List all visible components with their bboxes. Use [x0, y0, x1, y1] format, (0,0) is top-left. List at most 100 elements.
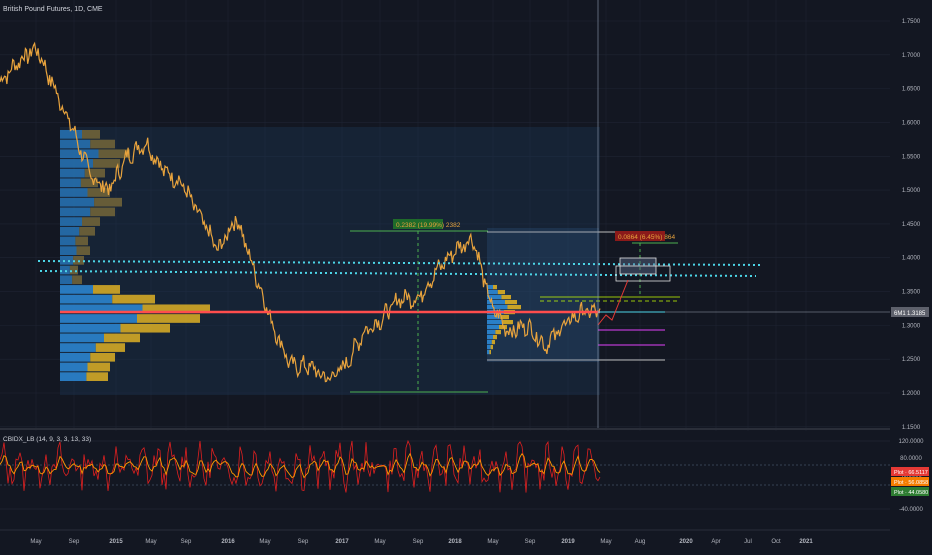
- measure-label-left-bg: [393, 219, 443, 229]
- volume-bar-buy: [60, 217, 82, 226]
- volume-bar-buy: [487, 330, 496, 335]
- volume-bar-sell: [489, 350, 491, 355]
- volume-bar-buy: [487, 285, 493, 290]
- volume-bar-sell: [98, 149, 130, 159]
- volume-bar-buy: [60, 246, 77, 255]
- volume-bar-buy: [487, 335, 493, 340]
- volume-bar-sell: [84, 168, 105, 178]
- volume-bar-buy: [60, 130, 82, 139]
- volume-bar-sell: [93, 159, 120, 168]
- volume-bar-sell: [495, 330, 501, 335]
- volume-bar-buy: [60, 372, 87, 381]
- volume-bar-sell: [142, 304, 210, 314]
- volume-bar-buy: [60, 343, 96, 352]
- volume-bar-buy: [487, 315, 501, 320]
- indicator-value-badge: [891, 487, 929, 496]
- current-price-value: 1.3185: [907, 311, 926, 317]
- price-tick-label: 1.5000: [902, 188, 921, 194]
- volume-bar-buy: [487, 300, 505, 305]
- time-tick-label: May: [30, 539, 41, 545]
- time-tick-label: 2019: [561, 539, 575, 545]
- indicator-orange-line[interactable]: [0, 452, 601, 479]
- price-tick-label: 1.2000: [902, 391, 921, 397]
- price-axis-ticks: 1.7500 1.7000 1.6500 1.6000 1.5500 1.5000 1.45…: [902, 19, 921, 431]
- current-price-symbol: 6M1: [894, 311, 906, 317]
- dotted-lower-line[interactable]: [39, 270, 757, 277]
- volume-bar-sell: [86, 372, 108, 381]
- indicator-red-line[interactable]: [0, 439, 601, 493]
- indicator-badges: Plot · 66.5117 Plot · 56.0858 Plot · 44.05…: [891, 467, 929, 496]
- volume-bar-buy: [60, 236, 76, 246]
- time-tick-label: 2015: [109, 539, 123, 545]
- indicator-badge-text: Plot · 44.0580: [894, 490, 928, 496]
- time-tick-label: 2020: [679, 539, 693, 545]
- volume-bar-sell: [500, 315, 509, 320]
- volume-bar-sell: [505, 300, 517, 305]
- volume-bar-sell: [69, 265, 78, 275]
- time-axis[interactable]: May Sep 2015 May Sep 2016 May Sep 2017 May Sep 2018…: [30, 539, 813, 545]
- volume-bar-sell: [493, 335, 497, 340]
- price-tick-label: 1.4000: [902, 256, 921, 262]
- time-tick-label: Sep: [69, 539, 80, 545]
- price-tick-label: 1.7000: [902, 53, 921, 59]
- main-pane[interactable]: [0, 0, 890, 428]
- price-tick-label: 1.6500: [902, 87, 921, 93]
- measure-label-left: 0.2382 (19.99%) 2382: [396, 222, 461, 229]
- price-tick-label: 1.2500: [902, 357, 921, 363]
- volume-bar-buy: [60, 188, 88, 197]
- time-tick-label: Sep: [298, 539, 309, 545]
- volume-bar-sell: [497, 290, 505, 295]
- volume-bar-buy: [60, 265, 70, 275]
- indicator-badge-text: Plot · 56.0858: [894, 480, 928, 486]
- volume-bar-sell: [90, 139, 115, 149]
- volume-bar-sell: [137, 314, 200, 323]
- time-tick-label: 2021: [799, 539, 813, 545]
- volume-bar-sell: [87, 188, 110, 197]
- volume-bar-sell: [493, 285, 497, 290]
- chart-title: British Pound Futures, 1D, CME: [3, 6, 103, 13]
- price-tick-label: 1.3000: [902, 323, 921, 329]
- volume-bar-sell: [120, 323, 170, 333]
- indicator-tick-label: 80.0000: [900, 456, 922, 462]
- price-tick-label: 1.1500: [902, 425, 921, 431]
- volume-bar-sell: [90, 352, 115, 362]
- time-tick-label: May: [259, 539, 270, 545]
- volume-bar-buy: [60, 362, 88, 372]
- volume-bar-sell: [82, 130, 100, 139]
- volume-bar-buy: [487, 340, 492, 345]
- indicator-pane[interactable]: [0, 431, 890, 530]
- measure-label-right-bg: [615, 231, 665, 241]
- indicator-tick-label: -40.0000: [899, 507, 923, 513]
- projection-path: [597, 279, 629, 326]
- time-tick-label: Aug: [635, 539, 646, 545]
- price-axis[interactable]: [890, 0, 932, 530]
- time-tick-label: May: [374, 539, 385, 545]
- indicator-badge-text: Plot · 66.5117: [894, 470, 928, 476]
- volume-bar-buy: [60, 314, 137, 323]
- time-tick-label: Oct: [771, 539, 781, 545]
- volume-bar-sell: [112, 294, 155, 304]
- indicator-value-badge: [891, 477, 929, 486]
- volume-bar-sell: [95, 343, 125, 352]
- volume-bar-buy: [60, 207, 91, 217]
- target-box-lower[interactable]: [615, 265, 671, 282]
- volume-bar-sell: [80, 178, 98, 188]
- volume-bar-sell: [491, 340, 495, 345]
- volume-bar-sell: [502, 320, 513, 325]
- volume-bar-sell: [82, 217, 100, 226]
- volume-bar-sell: [76, 246, 90, 255]
- volume-bar-buy: [487, 295, 502, 300]
- volume-bar-buy: [60, 275, 73, 285]
- price-tick-label: 1.5500: [902, 154, 921, 160]
- volume-bar-buy: [60, 139, 91, 149]
- volume-bar-buy: [60, 294, 113, 304]
- measure-label-right: 0.0864 (6.45%) 864: [618, 234, 675, 241]
- volume-bar-sell: [104, 333, 140, 343]
- time-tick-label: 2017: [335, 539, 349, 545]
- dotted-upper-line[interactable]: [37, 260, 763, 266]
- volume-bar-buy: [60, 168, 85, 178]
- time-tick-label: 2016: [221, 539, 235, 545]
- volume-bar-sell: [87, 362, 110, 372]
- volume-bar-buy: [60, 333, 104, 343]
